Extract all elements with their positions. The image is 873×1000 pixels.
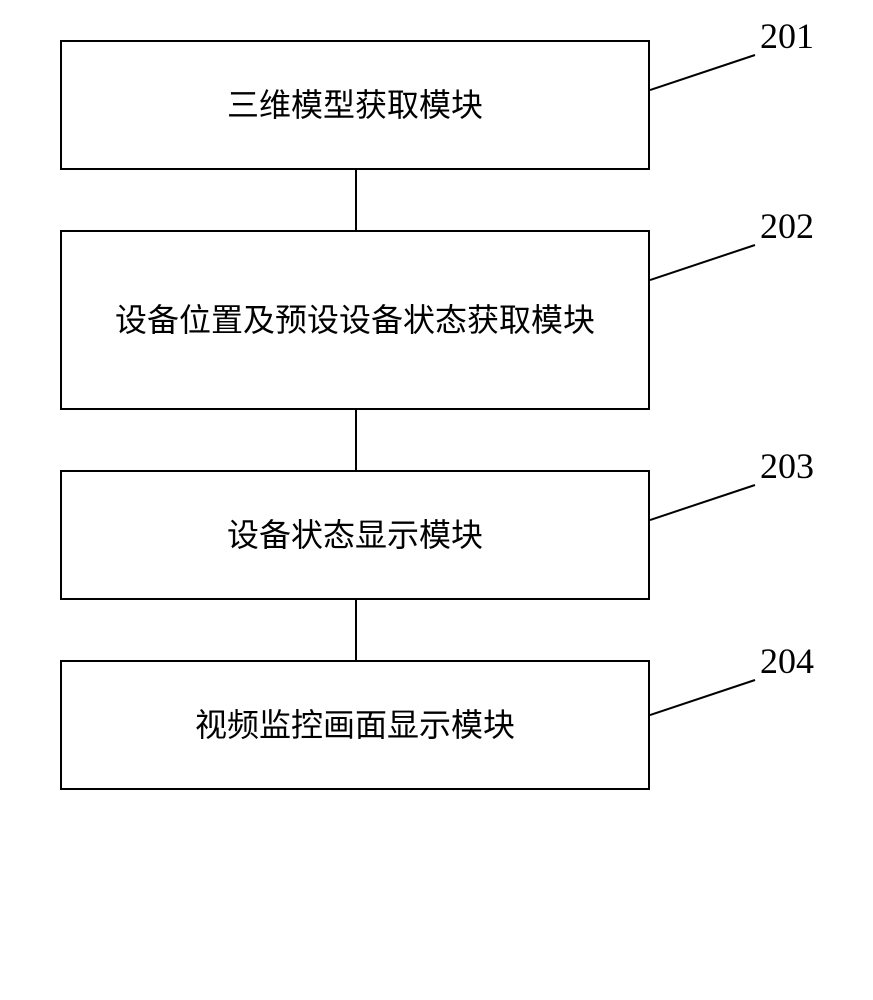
node-label: 设备状态显示模块: [227, 511, 483, 559]
ref-number-3: 203: [760, 445, 814, 487]
flow-node-3: 设备状态显示模块: [60, 470, 650, 600]
flowchart-container: 三维模型获取模块 201 设备位置及预设设备状态获取模块 202 设备状态显示模…: [60, 40, 840, 790]
ref-number-1: 201: [760, 15, 814, 57]
connector-3-4: [355, 600, 357, 660]
node-label: 设备位置及预设设备状态获取模块: [115, 296, 595, 344]
flow-node-4: 视频监控画面显示模块: [60, 660, 650, 790]
ref-number-4: 204: [760, 640, 814, 682]
connector-2-3: [355, 410, 357, 470]
connector-1-2: [355, 170, 357, 230]
node-label: 三维模型获取模块: [227, 81, 483, 129]
flow-node-2: 设备位置及预设设备状态获取模块: [60, 230, 650, 410]
ref-number-2: 202: [760, 205, 814, 247]
node-label: 视频监控画面显示模块: [195, 701, 515, 749]
flow-node-1: 三维模型获取模块: [60, 40, 650, 170]
